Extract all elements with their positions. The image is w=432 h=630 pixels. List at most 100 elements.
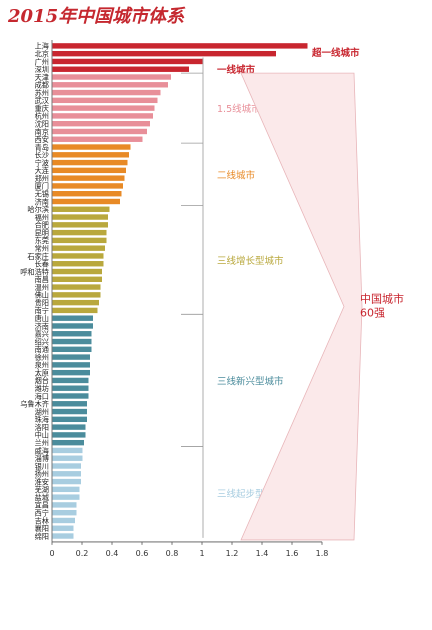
city-label: 兰州 — [35, 438, 49, 447]
bar — [52, 517, 75, 524]
city-label: 洛阳 — [35, 423, 49, 432]
bar — [52, 120, 150, 127]
x-tick-label: 1.8 — [316, 549, 329, 558]
city-label: 芜湖 — [35, 485, 49, 494]
bar — [52, 408, 87, 415]
x-tick-label: 0.4 — [106, 549, 119, 558]
city-label: 乌鲁木齐 — [20, 400, 49, 409]
bar — [52, 292, 101, 298]
city-label: 厦门 — [35, 182, 49, 191]
bar — [52, 362, 90, 368]
bar — [52, 237, 107, 244]
city-label: 长春 — [35, 260, 49, 269]
bar — [52, 198, 120, 205]
city-label: 苏州 — [35, 88, 49, 97]
city-label: 湖州 — [35, 407, 49, 416]
bar — [52, 471, 81, 477]
bar — [52, 385, 89, 391]
city-label: 淮安 — [35, 477, 49, 486]
bar — [52, 191, 122, 197]
bar — [52, 152, 129, 158]
chart-title: 2015年中国城市体系 — [8, 6, 185, 27]
city-label: 南通 — [35, 345, 49, 354]
bar — [52, 66, 189, 72]
city-label: 济南 — [35, 322, 49, 331]
x-tick-label: 0 — [49, 549, 54, 558]
city-label: 西安 — [35, 135, 49, 144]
bar — [52, 432, 86, 438]
tier-group-bracket — [240, 72, 363, 541]
tier-label: 三线增长型城市 — [217, 255, 284, 267]
city-label: 南宁 — [35, 306, 49, 315]
summary-label: 中国城市 — [360, 292, 404, 306]
city-label: 太原 — [35, 368, 49, 377]
bar — [52, 214, 108, 220]
city-label: 呼和浩特 — [20, 267, 49, 276]
bar — [52, 494, 80, 500]
city-label: 西宁 — [35, 508, 49, 517]
bar — [52, 377, 89, 384]
x-tick-label: 1 — [199, 549, 204, 558]
city-label: 青岛 — [35, 143, 49, 152]
city-label: 合肥 — [35, 221, 49, 230]
city-label: 重庆 — [35, 104, 49, 113]
city-label: 泉州 — [35, 361, 49, 370]
city-label: 常州 — [35, 244, 49, 253]
bar — [52, 58, 203, 65]
bar — [52, 393, 89, 399]
bar — [52, 74, 171, 80]
city-label: 盐城 — [35, 493, 49, 502]
city-label: 南京 — [35, 127, 49, 136]
city-label: 烟台 — [35, 376, 49, 385]
bar — [52, 502, 77, 508]
bar — [52, 369, 90, 376]
bar — [52, 439, 84, 446]
bar — [52, 486, 80, 493]
city-label: 石家庄 — [27, 252, 49, 261]
bar — [52, 144, 131, 150]
bar — [52, 82, 168, 88]
city-label: 珠海 — [35, 415, 49, 424]
city-label: 潍坊 — [35, 384, 49, 393]
tier-label: 超一线城市 — [311, 47, 360, 59]
bar — [52, 89, 161, 96]
bar — [52, 113, 153, 119]
bar — [52, 455, 83, 461]
city-label: 绍兴 — [35, 337, 49, 346]
city-label: 贵阳 — [35, 298, 49, 307]
bar — [52, 175, 125, 181]
city-label: 中山 — [35, 431, 49, 440]
city-label: 嘉兴 — [35, 330, 49, 339]
tier-label: 1.5线城市 — [217, 103, 261, 115]
city-label: 吉林 — [35, 516, 49, 525]
city-label: 杭州 — [35, 112, 49, 121]
bar — [52, 447, 83, 454]
bar — [52, 167, 126, 174]
bar — [52, 245, 105, 251]
bar — [52, 105, 155, 111]
x-tick-label: 0.2 — [76, 549, 89, 558]
city-label: 武汉 — [35, 96, 49, 105]
city-label: 绵阳 — [35, 532, 49, 541]
bar — [52, 229, 107, 236]
bar — [52, 268, 102, 275]
tier-label: 三线新兴型城市 — [217, 375, 284, 387]
city-label: 无锡 — [35, 190, 49, 199]
bar — [52, 401, 87, 407]
bar — [52, 424, 86, 430]
bar — [52, 299, 99, 306]
city-label: 宜昌 — [35, 501, 49, 510]
bar — [52, 50, 276, 57]
city-label: 长沙 — [35, 151, 49, 160]
city-label: 海口 — [35, 392, 49, 401]
bar — [52, 354, 90, 360]
bar — [52, 284, 101, 290]
x-tick-label: 0.6 — [136, 549, 149, 558]
city-label: 沈阳 — [35, 119, 49, 128]
city-label: 温州 — [35, 283, 49, 292]
bar — [52, 136, 143, 142]
city-label: 郑州 — [35, 174, 49, 183]
bar — [52, 261, 104, 267]
bar — [52, 478, 81, 485]
